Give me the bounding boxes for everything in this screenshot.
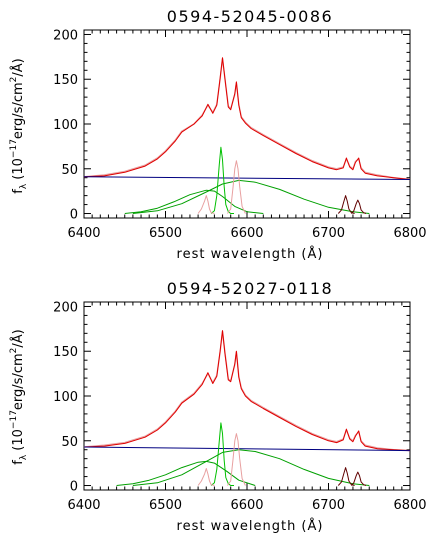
x-tick-label: 6800: [393, 498, 426, 513]
x-tick-label: 6500: [149, 226, 182, 241]
series-narrow-nii-6583: [226, 160, 246, 214]
y-label-lambda: λ: [19, 183, 29, 189]
y-label-tail: /Å): [10, 58, 26, 76]
y-label-exp: −17: [9, 139, 19, 158]
x-tick-label: 6500: [149, 498, 182, 513]
panel-title: 0594-52027-0118: [167, 279, 333, 298]
series-broad-component-1: [116, 460, 256, 486]
y-label-lambda: λ: [19, 454, 29, 460]
panel-title: 0594-52045-0086: [167, 7, 333, 26]
series-broad-component-2: [132, 449, 370, 486]
x-axis-label: rest wavelength (Å): [177, 246, 324, 262]
y-tick-label: 150: [53, 345, 78, 360]
series-narrow-h: [210, 422, 234, 486]
y-label-unit: erg/s/cm: [11, 353, 26, 410]
spectrum-panel-bottom: 0594-52027-0118 6400 6500 6600 6700 6800 0 50 1…: [9, 279, 427, 534]
x-tick-label: 6400: [67, 226, 100, 241]
x-tick-label: 6800: [393, 226, 426, 241]
x-tick-label: 6600: [230, 226, 263, 241]
y-label-mid: (10: [11, 429, 26, 455]
series-continuum: [83, 446, 411, 452]
y-label-sq: 2: [9, 77, 19, 83]
y-label-tail: /Å): [10, 329, 26, 347]
y-tick-label: 100: [53, 118, 78, 133]
series-observed-spectrum: [83, 330, 411, 452]
series-narrow-sii-6716: [337, 195, 355, 214]
series-narrow-nii-6548: [197, 468, 215, 486]
series-continuum: [83, 176, 411, 180]
y-axis-label: fλ (10−17erg/s/cm2/Å): [9, 58, 29, 193]
series-narrow-sii-6731: [350, 471, 367, 486]
series-broad-component-1: [124, 189, 264, 214]
y-tick-label: 150: [53, 73, 78, 88]
series-total-fit: [83, 330, 411, 452]
y-label-unit: erg/s/cm: [11, 82, 26, 139]
series-broad-component-2: [132, 179, 370, 214]
x-axis-label: rest wavelength (Å): [177, 518, 324, 534]
x-tick-label: 6700: [312, 226, 345, 241]
y-label-exp: −17: [9, 410, 19, 429]
axes: 6400 6500 6600 6700 6800 0 50 100 150 200: [53, 28, 426, 241]
series-narrow-sii-6731: [350, 199, 367, 214]
x-tick-label: 6400: [67, 498, 100, 513]
y-tick-label: 200: [53, 28, 78, 43]
spectrum-panel-top: 0594-52045-0086 6400 6500 6600 6700 6800 0 50 1…: [9, 7, 427, 262]
axes: 6400 6500 6600 6700 6800 0 50 100 150 200: [53, 300, 426, 513]
y-tick-label: 200: [53, 300, 78, 315]
series-layer: [83, 57, 411, 214]
series-observed-spectrum: [83, 57, 411, 181]
y-axis-label: fλ (10−17erg/s/cm2/Å): [9, 329, 29, 464]
series-narrow-nii-6583: [226, 433, 246, 486]
series-total-fit: [83, 57, 411, 180]
y-tick-label: 50: [61, 435, 78, 450]
series-narrow-nii-6548: [197, 195, 215, 214]
y-label-f: f: [11, 189, 26, 194]
y-tick-label: 0: [70, 208, 78, 223]
y-label-f: f: [11, 460, 26, 465]
y-tick-label: 0: [70, 480, 78, 495]
x-tick-label: 6700: [312, 498, 345, 513]
y-tick-label: 100: [53, 390, 78, 405]
series-narrow-sii-6716: [337, 467, 355, 486]
x-tick-label: 6600: [230, 498, 263, 513]
y-label-mid: (10: [11, 158, 26, 184]
y-tick-label: 50: [61, 163, 78, 178]
series-narrow-h: [210, 146, 234, 214]
y-label-sq: 2: [9, 348, 19, 354]
series-layer: [83, 330, 411, 486]
